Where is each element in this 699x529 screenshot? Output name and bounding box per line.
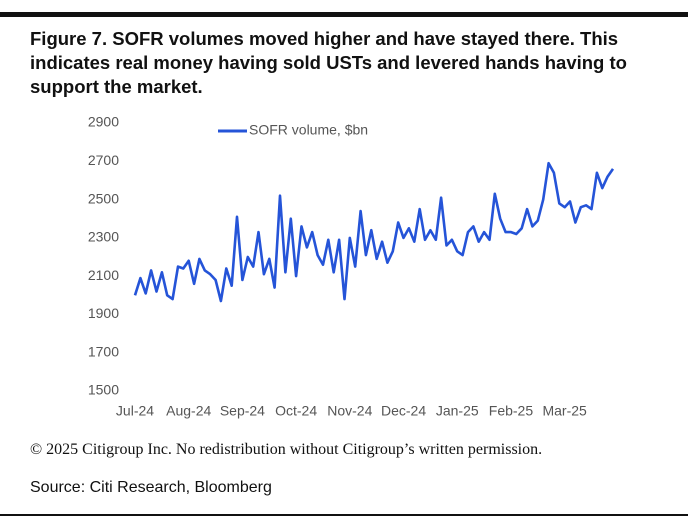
legend-label: SOFR volume, $bn [249,122,368,138]
y-tick-label: 1500 [88,382,119,398]
line [133,161,615,303]
bottom-rule [0,514,688,516]
chart-title: Figure 7. SOFR volumes moved higher and … [30,28,627,97]
x-tick-label: Jan-25 [436,403,479,419]
y-tick-label: 2700 [88,152,119,168]
x-tick-label: Oct-24 [275,403,317,419]
x-tick-label: Feb-25 [489,403,534,419]
x-tick-label: Mar-25 [542,403,587,419]
y-tick-label: 2500 [88,190,119,206]
x-tick-label: Aug-24 [166,403,211,419]
copyright: © 2025 Citigroup Inc. No redistribution … [30,441,543,458]
x-tick-label: Jul-24 [116,403,154,419]
y-tick-label: 2300 [88,229,119,245]
top-rule [0,12,688,17]
y-tick-label: 2900 [88,114,119,130]
y-tick-label: 1700 [88,343,119,359]
x-tick-label: Dec-24 [381,403,426,419]
x-tick-label: Sep-24 [220,403,265,419]
y-tick-label: 1900 [88,305,119,321]
y-tick-label: 2100 [88,267,119,283]
x-tick-label: Nov-24 [327,403,372,419]
source: Source: Citi Research, Bloomberg [30,479,272,496]
